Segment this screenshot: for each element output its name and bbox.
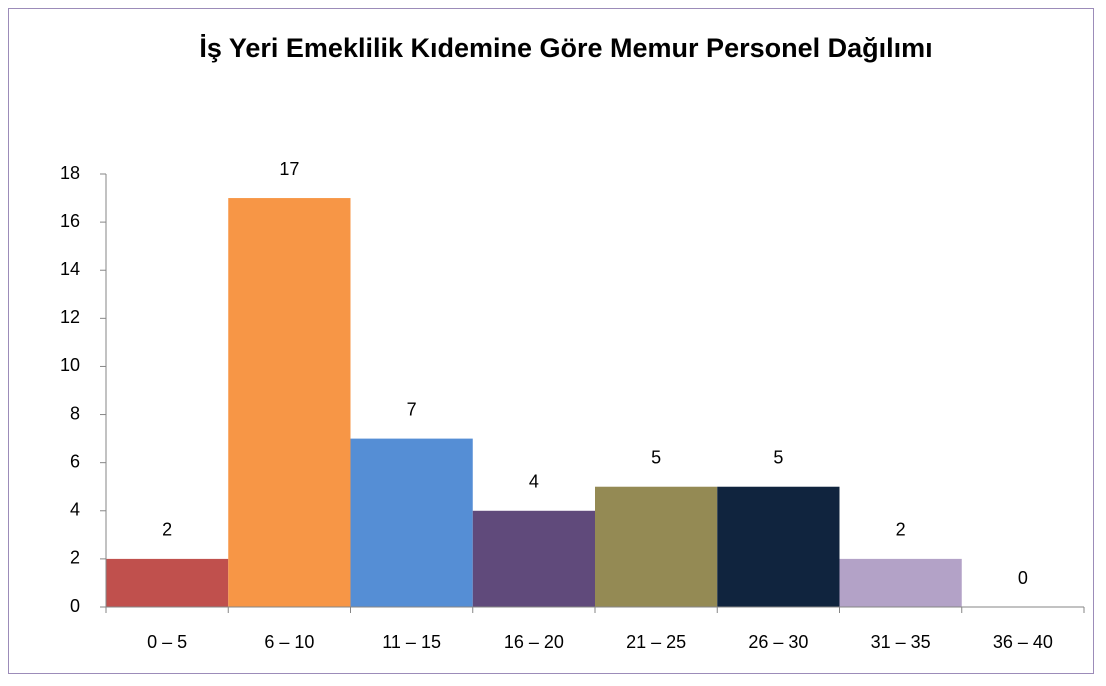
y-tick-label: 10 [60,355,80,375]
x-tick-label: 26 – 30 [748,632,808,652]
bar [717,486,840,607]
x-tick-label: 16 – 20 [504,632,564,652]
x-tick-label: 11 – 15 [382,632,441,652]
bar [350,438,473,607]
y-tick-label: 18 [60,163,80,183]
data-label: 5 [651,447,661,467]
data-label: 5 [773,447,783,467]
bar [106,558,229,607]
chart-title: İş Yeri Emeklilik Kıdemine Göre Memur Pe… [199,33,933,63]
x-tick-label: 36 – 40 [993,632,1053,652]
y-tick-label: 6 [70,451,80,471]
chart-frame [8,8,1094,674]
y-tick-label: 2 [70,548,80,568]
x-tick-label: 0 – 5 [147,632,187,652]
y-tick-label: 16 [60,211,80,231]
data-label: 0 [1018,568,1028,588]
y-tick-label: 8 [70,403,80,423]
x-tick-label: 21 – 25 [626,632,686,652]
data-label: 7 [407,399,417,419]
x-tick-label: 6 – 10 [264,632,314,652]
y-tick-label: 12 [60,307,80,327]
bar [472,510,595,607]
data-label: 2 [896,520,906,540]
data-label: 2 [162,520,172,540]
bar [839,558,962,607]
x-tick-label: 31 – 35 [871,632,931,652]
bar [595,486,718,607]
data-label: 4 [529,472,539,492]
y-tick-label: 4 [70,500,80,520]
bar [228,198,351,608]
y-tick-label: 0 [70,596,80,616]
data-label: 17 [279,159,299,179]
y-tick-label: 14 [60,259,80,279]
